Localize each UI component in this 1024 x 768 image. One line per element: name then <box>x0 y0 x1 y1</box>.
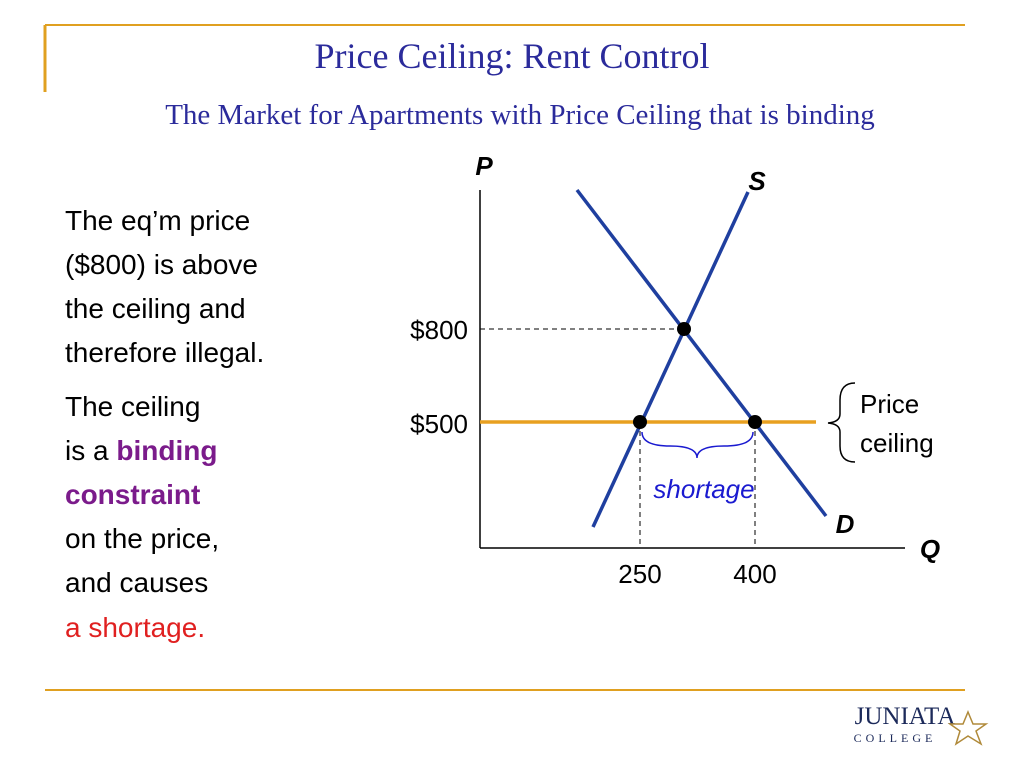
text-span: is a <box>65 435 116 466</box>
quantity-label: 400 <box>733 559 776 589</box>
logo-emblem <box>947 710 989 746</box>
text-line: on the price, <box>65 523 219 554</box>
emphasis: binding <box>116 435 217 466</box>
axis-label: P <box>475 151 493 181</box>
text-line: The eq’m price <box>65 205 250 236</box>
quantity-label: 250 <box>618 559 661 589</box>
ceiling-label: ceiling <box>860 428 934 458</box>
subtitle: The Market for Apartments with Price Cei… <box>165 99 875 131</box>
text-line: ($800) is above <box>65 249 258 280</box>
axis-label: Q <box>920 534 940 564</box>
text-line: the ceiling and <box>65 293 246 324</box>
logo-name: JUNIATA <box>855 703 956 730</box>
point <box>677 322 691 336</box>
point <box>633 415 647 429</box>
text-line: therefore illegal. <box>65 337 264 368</box>
curve-label: S <box>748 166 766 196</box>
text-line: The ceiling <box>65 391 200 422</box>
supply-curve <box>591 191 750 528</box>
highlight: a shortage. <box>65 612 205 643</box>
diagram: P Q S D $800 $500 250 400 Price ceiling … <box>410 151 940 589</box>
text-line: is a binding <box>65 435 217 466</box>
ceiling-label: Price <box>860 389 919 419</box>
shortage-brace <box>641 431 754 459</box>
ceiling-brace <box>827 382 856 463</box>
price-label: $800 <box>410 315 468 345</box>
explanation: The eq’m price ($800) is above the ceili… <box>65 205 264 643</box>
emphasis: constraint <box>65 479 200 510</box>
shortage-label: shortage <box>653 474 754 504</box>
curve-label: D <box>836 509 855 539</box>
price-label: $500 <box>410 409 468 439</box>
demand-curve <box>575 188 828 518</box>
logo-subname: COLLEGE <box>854 731 937 745</box>
text-line: and causes <box>65 567 208 598</box>
title: Price Ceiling: Rent Control <box>315 36 710 76</box>
logo: JUNIATA COLLEGE <box>854 703 989 746</box>
point <box>748 415 762 429</box>
